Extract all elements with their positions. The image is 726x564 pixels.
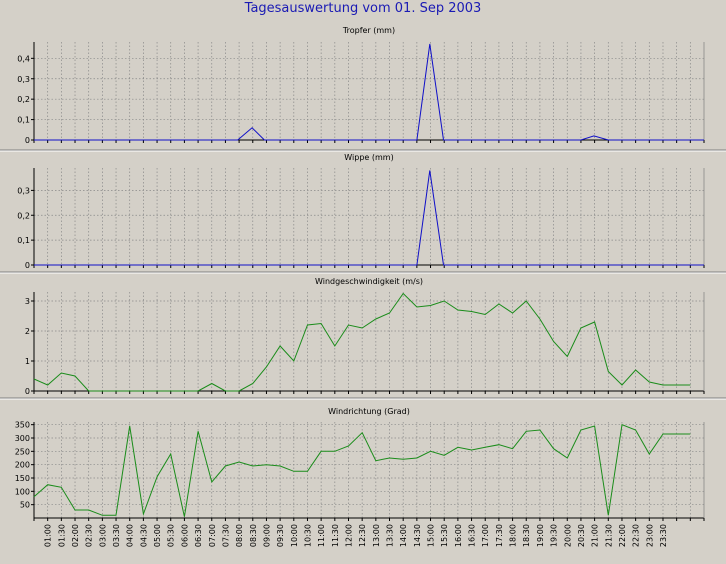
y-tick-label: 150 xyxy=(15,474,30,483)
y-tick-label: 250 xyxy=(15,447,30,456)
x-tick-label: 09:30 xyxy=(276,524,285,547)
series-line xyxy=(33,292,691,392)
y-tick-label: 200 xyxy=(15,461,30,470)
x-tick-label: 17:30 xyxy=(495,524,504,547)
panel-title: Windgeschwindigkeit (m/s) xyxy=(315,277,423,286)
x-tick-label: 06:30 xyxy=(194,524,203,547)
x-tick-label: 16:30 xyxy=(468,524,477,547)
panel-title: Windrichtung (Grad) xyxy=(328,407,410,416)
x-tick-label: 15:00 xyxy=(427,524,436,547)
x-tick-label: 23:30 xyxy=(659,524,668,547)
page-title: Tagesauswertung vom 01. Sep 2003 xyxy=(244,1,482,16)
x-tick-label: 08:30 xyxy=(249,524,258,547)
y-tick-label: 0,3 xyxy=(17,75,30,84)
y-tick-label: 1 xyxy=(25,357,30,366)
x-tick-label: 19:00 xyxy=(536,524,545,547)
x-tick-label: 14:00 xyxy=(399,524,408,547)
y-tick-label: 0,4 xyxy=(17,54,30,63)
y-tick-label: 3 xyxy=(25,297,30,306)
series-line xyxy=(33,424,691,517)
x-tick-label: 17:00 xyxy=(481,524,490,547)
x-tick-label: 13:00 xyxy=(372,524,381,547)
panel-title: Wippe (mm) xyxy=(344,153,393,162)
x-tick-label: 01:30 xyxy=(57,524,66,547)
y-tick-label: 50 xyxy=(20,501,30,510)
y-tick-label: 300 xyxy=(15,434,30,443)
x-tick-label: 18:30 xyxy=(522,524,531,547)
x-tick-label: 01:00 xyxy=(44,524,53,547)
x-tick-label: 22:30 xyxy=(632,524,641,547)
x-tick-label: 13:30 xyxy=(386,524,395,547)
x-tick-label: 07:00 xyxy=(208,524,217,547)
x-tick-label: 20:30 xyxy=(577,524,586,547)
x-tick-label: 07:30 xyxy=(221,524,230,547)
y-tick-label: 0,1 xyxy=(17,236,30,245)
y-tick-label: 0 xyxy=(25,261,30,270)
x-tick-label: 12:30 xyxy=(358,524,367,547)
x-tick-label: 20:00 xyxy=(563,524,572,547)
x-tick-label: 02:00 xyxy=(71,524,80,547)
x-tick-label: 09:00 xyxy=(262,524,271,547)
x-tick-label: 03:00 xyxy=(98,524,107,547)
y-tick-label: 0,3 xyxy=(17,186,30,195)
x-tick-label: 04:30 xyxy=(139,524,148,547)
x-tick-label: 02:30 xyxy=(85,524,94,547)
plot-area xyxy=(34,42,704,140)
x-tick-label: 22:00 xyxy=(618,524,627,547)
y-tick-label: 350 xyxy=(15,421,30,430)
series-line xyxy=(34,170,704,266)
x-tick-label: 05:30 xyxy=(167,524,176,547)
x-tick-label: 08:00 xyxy=(235,524,244,547)
x-tick-label: 15:30 xyxy=(440,524,449,547)
x-tick-label: 12:00 xyxy=(344,524,353,547)
y-tick-label: 0 xyxy=(25,136,30,145)
plot-area xyxy=(34,422,704,518)
y-tick-label: 0,2 xyxy=(17,211,30,220)
y-tick-label: 0,2 xyxy=(17,95,30,104)
x-tick-label: 10:30 xyxy=(303,524,312,547)
x-tick-label: 04:00 xyxy=(126,524,135,547)
x-tick-label: 23:00 xyxy=(645,524,654,547)
panel-title: Tropfer (mm) xyxy=(342,26,395,35)
series-line xyxy=(34,43,704,141)
x-tick-label: 16:00 xyxy=(454,524,463,547)
x-tick-label: 11:30 xyxy=(331,524,340,547)
x-tick-label: 14:30 xyxy=(413,524,422,547)
y-tick-label: 0,1 xyxy=(17,116,30,125)
x-tick-label: 19:30 xyxy=(550,524,559,547)
x-tick-label: 18:00 xyxy=(509,524,518,547)
plot-area xyxy=(34,292,704,391)
x-tick-label: 10:00 xyxy=(290,524,299,547)
x-tick-label: 05:00 xyxy=(153,524,162,547)
y-tick-label: 100 xyxy=(15,487,30,496)
x-tick-label: 06:00 xyxy=(180,524,189,547)
x-tick-label: 21:30 xyxy=(604,524,613,547)
y-tick-label: 0 xyxy=(25,387,30,396)
x-tick-label: 11:00 xyxy=(317,524,326,547)
x-tick-label: 21:00 xyxy=(591,524,600,547)
x-tick-label: 03:30 xyxy=(112,524,121,547)
y-tick-label: 2 xyxy=(25,327,30,336)
plot-area xyxy=(34,168,704,265)
